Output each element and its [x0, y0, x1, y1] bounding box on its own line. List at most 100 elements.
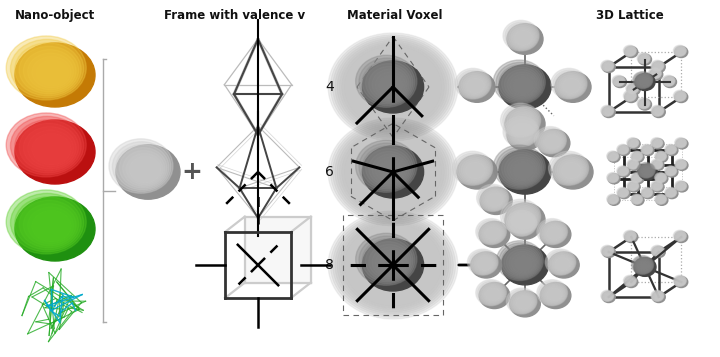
Ellipse shape — [545, 226, 562, 241]
Ellipse shape — [676, 160, 688, 170]
Ellipse shape — [644, 147, 651, 153]
Ellipse shape — [631, 172, 643, 183]
Ellipse shape — [656, 174, 666, 182]
Ellipse shape — [359, 143, 415, 191]
Ellipse shape — [631, 162, 636, 167]
Ellipse shape — [650, 70, 660, 78]
Ellipse shape — [537, 280, 567, 306]
Ellipse shape — [632, 174, 642, 182]
Ellipse shape — [659, 176, 664, 180]
Ellipse shape — [641, 144, 652, 155]
Ellipse shape — [516, 296, 531, 309]
Ellipse shape — [675, 137, 687, 148]
Ellipse shape — [678, 140, 685, 146]
Ellipse shape — [564, 164, 580, 178]
Ellipse shape — [640, 78, 649, 85]
Ellipse shape — [372, 69, 408, 99]
Ellipse shape — [608, 151, 618, 161]
Ellipse shape — [633, 72, 653, 89]
Ellipse shape — [509, 111, 536, 133]
Ellipse shape — [15, 120, 95, 184]
Ellipse shape — [465, 162, 485, 179]
Ellipse shape — [649, 69, 660, 78]
Ellipse shape — [499, 243, 541, 279]
Ellipse shape — [603, 62, 612, 70]
Ellipse shape — [663, 76, 674, 86]
Ellipse shape — [655, 173, 666, 182]
Ellipse shape — [487, 290, 500, 300]
Ellipse shape — [519, 221, 529, 230]
Ellipse shape — [375, 250, 405, 276]
Ellipse shape — [513, 114, 533, 131]
Ellipse shape — [632, 195, 644, 205]
Ellipse shape — [613, 76, 624, 86]
Ellipse shape — [510, 74, 536, 96]
Ellipse shape — [631, 151, 642, 161]
Ellipse shape — [382, 256, 402, 272]
Ellipse shape — [675, 46, 688, 57]
Ellipse shape — [673, 230, 686, 241]
Ellipse shape — [15, 197, 81, 250]
Ellipse shape — [32, 134, 71, 165]
Ellipse shape — [519, 299, 529, 307]
Ellipse shape — [658, 154, 665, 159]
Ellipse shape — [639, 77, 649, 85]
Ellipse shape — [634, 154, 641, 160]
Ellipse shape — [629, 183, 637, 190]
Ellipse shape — [618, 166, 629, 176]
Ellipse shape — [628, 182, 640, 192]
Ellipse shape — [606, 65, 611, 69]
Ellipse shape — [653, 161, 661, 168]
Ellipse shape — [632, 152, 644, 162]
Ellipse shape — [6, 190, 86, 254]
Ellipse shape — [679, 95, 683, 99]
Ellipse shape — [507, 24, 543, 54]
Ellipse shape — [554, 256, 571, 271]
Ellipse shape — [676, 278, 685, 285]
Ellipse shape — [504, 247, 539, 277]
Ellipse shape — [652, 160, 664, 170]
Ellipse shape — [659, 198, 664, 202]
Ellipse shape — [656, 152, 666, 161]
Ellipse shape — [665, 188, 676, 197]
Ellipse shape — [611, 154, 616, 159]
Ellipse shape — [643, 189, 652, 197]
Ellipse shape — [627, 84, 638, 93]
Ellipse shape — [562, 162, 581, 179]
Ellipse shape — [644, 168, 651, 175]
Ellipse shape — [359, 58, 415, 106]
Ellipse shape — [619, 168, 627, 175]
Ellipse shape — [669, 170, 674, 174]
Ellipse shape — [510, 27, 534, 47]
Ellipse shape — [558, 260, 568, 268]
Ellipse shape — [643, 102, 647, 106]
Ellipse shape — [641, 101, 648, 107]
Ellipse shape — [675, 276, 688, 287]
Ellipse shape — [625, 91, 638, 102]
Ellipse shape — [649, 69, 662, 80]
Ellipse shape — [634, 197, 640, 202]
Ellipse shape — [539, 281, 567, 305]
Ellipse shape — [487, 193, 503, 206]
Ellipse shape — [676, 139, 686, 147]
Ellipse shape — [630, 86, 636, 92]
Ellipse shape — [502, 152, 541, 185]
Ellipse shape — [654, 108, 662, 115]
Ellipse shape — [627, 84, 640, 95]
Ellipse shape — [652, 246, 665, 257]
Ellipse shape — [601, 291, 613, 301]
Ellipse shape — [621, 170, 626, 174]
Ellipse shape — [624, 46, 636, 56]
Ellipse shape — [669, 191, 674, 195]
Ellipse shape — [606, 109, 611, 114]
Ellipse shape — [641, 187, 652, 197]
Ellipse shape — [662, 75, 675, 86]
Ellipse shape — [457, 155, 490, 183]
Ellipse shape — [627, 233, 634, 240]
Ellipse shape — [23, 127, 76, 169]
Ellipse shape — [652, 246, 663, 256]
Ellipse shape — [675, 47, 685, 55]
Ellipse shape — [628, 160, 638, 169]
Ellipse shape — [665, 187, 677, 197]
Ellipse shape — [477, 220, 505, 244]
